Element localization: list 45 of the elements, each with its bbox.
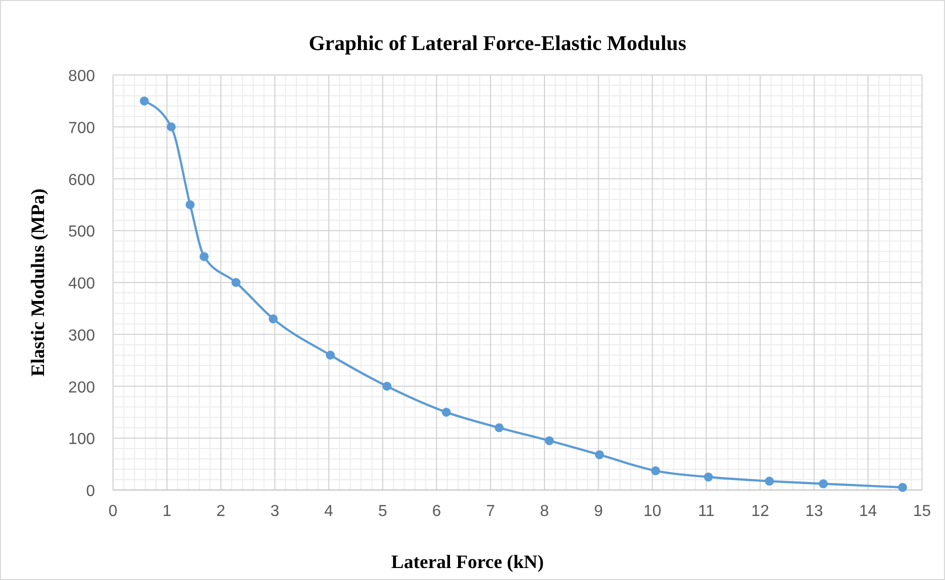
point bbox=[594, 450, 604, 460]
point bbox=[898, 482, 908, 492]
point bbox=[268, 314, 278, 324]
point bbox=[704, 472, 713, 482]
point bbox=[140, 96, 149, 106]
point bbox=[231, 278, 240, 287]
x-tick-label: 7 bbox=[486, 503, 496, 520]
x-tick-label: 5 bbox=[378, 503, 388, 520]
x-tick-label: 9 bbox=[594, 503, 603, 520]
x-tick-label: 12 bbox=[751, 503, 770, 520]
point bbox=[442, 408, 451, 417]
y-tick-label: 300 bbox=[68, 327, 96, 344]
x-tick-label: 0 bbox=[108, 503, 118, 520]
x-tick-label: 1 bbox=[162, 503, 172, 520]
x-tick-label: 13 bbox=[805, 503, 824, 520]
point bbox=[326, 350, 335, 360]
point bbox=[651, 466, 660, 476]
x-tick-label: 10 bbox=[643, 503, 662, 520]
x-tick-label: 15 bbox=[913, 503, 931, 520]
x-tick-label: 3 bbox=[270, 503, 280, 520]
chart-title: Graphic of Lateral Force-Elastic Modulus bbox=[308, 31, 686, 55]
point bbox=[382, 382, 392, 391]
point bbox=[494, 423, 504, 432]
y-axis-title: Elastic Modulus (MPa) bbox=[28, 188, 49, 376]
x-tick-label: 6 bbox=[432, 503, 442, 520]
x-axis-title: Lateral Force (kN) bbox=[391, 552, 544, 573]
x-tick-label: 8 bbox=[540, 503, 550, 520]
y-tick-label: 100 bbox=[68, 431, 96, 448]
point bbox=[818, 479, 828, 488]
y-tick-label: 0 bbox=[86, 483, 96, 500]
y-tick-label: 500 bbox=[68, 224, 96, 241]
x-tick-label: 4 bbox=[324, 503, 334, 520]
y-tick-label: 800 bbox=[68, 68, 96, 85]
point bbox=[544, 436, 554, 446]
point bbox=[200, 252, 209, 262]
x-tick-label: 2 bbox=[216, 503, 226, 520]
x-tick-label: 14 bbox=[859, 503, 878, 520]
point bbox=[166, 122, 176, 132]
y-tick-label: 400 bbox=[68, 276, 96, 292]
y-tick-label: 600 bbox=[68, 172, 96, 189]
y-tick-label: 200 bbox=[68, 379, 96, 396]
y-tick-label: 700 bbox=[68, 120, 96, 137]
x-tick-label: 11 bbox=[698, 503, 715, 520]
point bbox=[764, 476, 774, 486]
point bbox=[186, 200, 195, 210]
